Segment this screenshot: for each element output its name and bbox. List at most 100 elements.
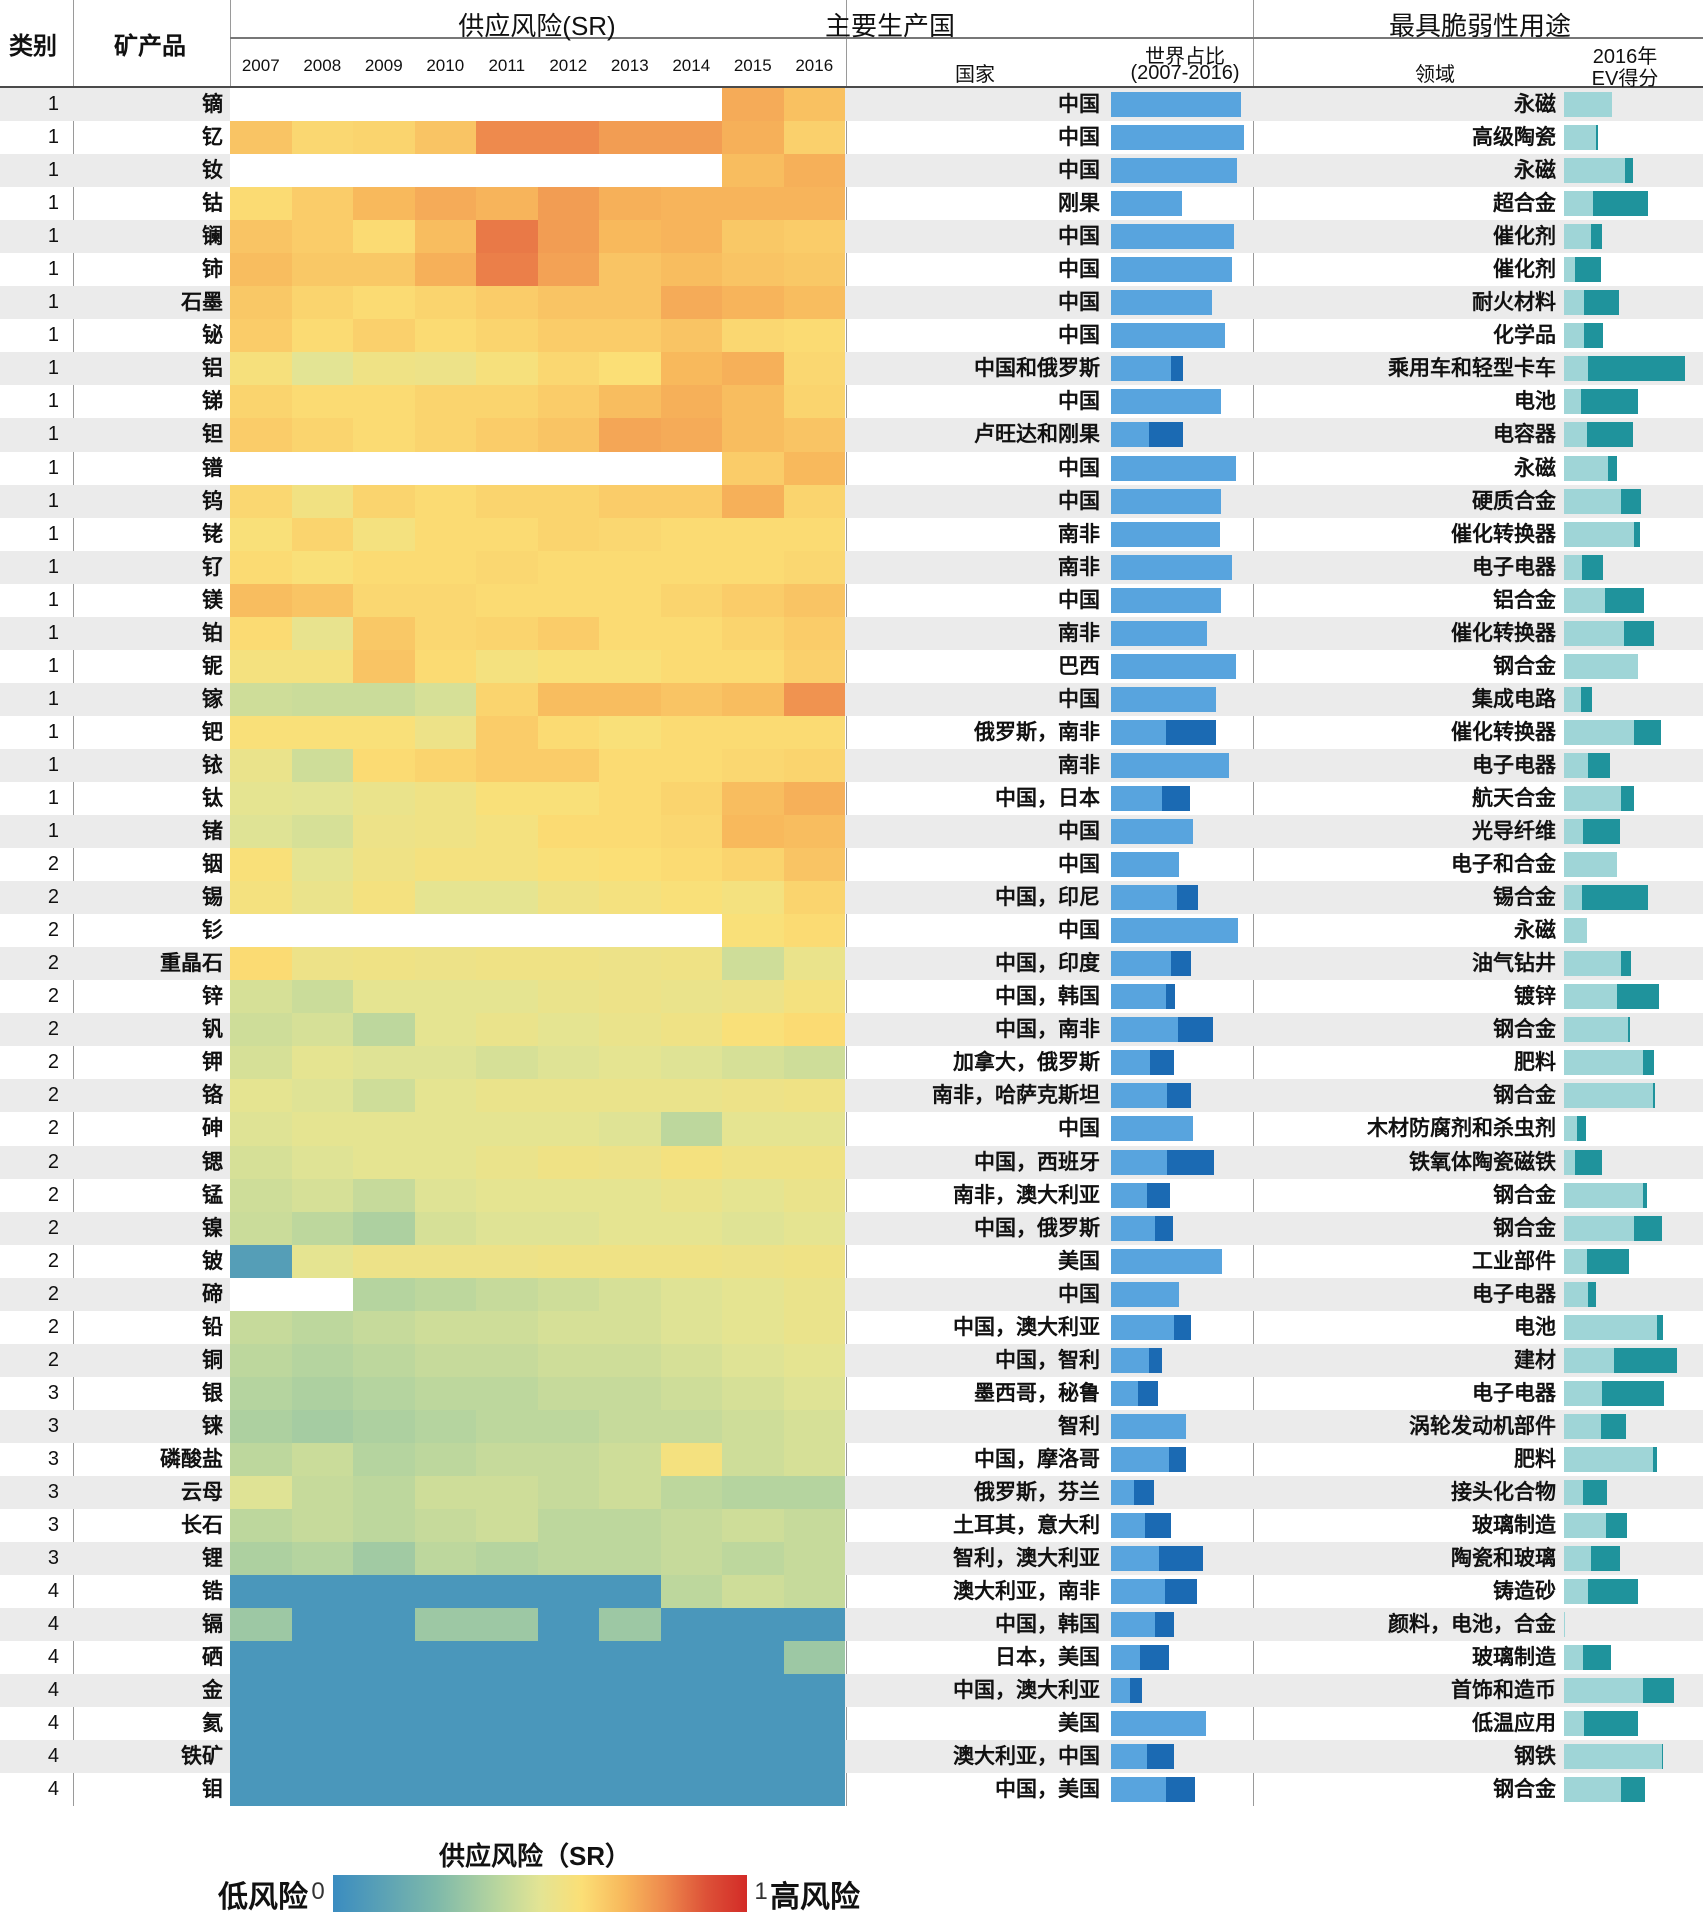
sr-heatmap [230, 352, 845, 386]
heatmap-cell [537, 1674, 599, 1708]
heatmap-cell [660, 1244, 722, 1278]
use-label: 化学品 [1493, 324, 1556, 348]
share-secondary-segment [1159, 1546, 1204, 1572]
heatmap-cell [353, 1475, 415, 1510]
ev-primary-segment [1564, 389, 1581, 415]
world-share-bar [1111, 224, 1235, 250]
heatmap-cell [722, 1211, 784, 1245]
mineral-label: 铂 [202, 621, 223, 645]
heatmap-cell [660, 1079, 722, 1113]
world-share-bar [1111, 1380, 1158, 1406]
heatmap-cell [414, 286, 476, 320]
heatmap-cell [414, 1310, 476, 1344]
ev-secondary-segment [1652, 1446, 1657, 1472]
heatmap-cell [722, 121, 784, 155]
mineral-label: 铑 [202, 522, 223, 546]
heatmap-cell [537, 947, 599, 981]
ev-secondary-segment [1593, 191, 1648, 217]
country-label: 中国 [1058, 853, 1100, 877]
use-label: 硬质合金 [1472, 489, 1556, 513]
sr-heatmap [230, 815, 845, 849]
heatmap-cell [537, 649, 599, 683]
heatmap-cell [414, 1112, 476, 1146]
year-tick: 2011 [488, 56, 526, 75]
world-share-bar [1111, 852, 1180, 878]
table-row: 1 钕 中国 永磁 [0, 154, 1703, 188]
mineral-label: 铅 [202, 1315, 223, 1339]
heatmap-cell [476, 451, 538, 485]
heatmap-cell [660, 1013, 722, 1047]
country-label: 南非，澳大利亚 [953, 1183, 1100, 1207]
table-row: 2 铜 中国，智利 建材 [0, 1343, 1703, 1377]
country-label: 中国，澳大利亚 [953, 1315, 1100, 1339]
ev-secondary-segment [1602, 1380, 1665, 1406]
legend-max-value: 1 [754, 1878, 768, 1905]
heatmap-cell [353, 1542, 415, 1576]
share-primary-segment [1111, 1479, 1134, 1505]
heatmap-cell [783, 1013, 845, 1047]
use-label: 钢合金 [1493, 1216, 1556, 1240]
heatmap-cell [537, 418, 599, 452]
ev-score-bar [1564, 224, 1603, 250]
heatmap-cell [722, 220, 784, 254]
heatmap-cell [722, 1178, 784, 1212]
ev-score-bar [1564, 653, 1638, 679]
heatmap-cell [353, 517, 415, 551]
share-secondary-segment [1129, 1678, 1142, 1704]
table-row: 3 锂 智利，澳大利亚 陶瓷和玻璃 [0, 1542, 1703, 1576]
column-header-mineral: 矿产品 [114, 33, 186, 60]
heatmap-cell [722, 1277, 784, 1311]
heatmap-cell [476, 1079, 538, 1113]
heatmap-cell [783, 451, 845, 485]
heatmap-cell [230, 1079, 292, 1113]
heatmap-cell [353, 451, 415, 485]
heatmap-cell [783, 616, 845, 650]
heatmap-cell [660, 583, 722, 617]
heatmap-cell [722, 715, 784, 749]
world-share-bar [1111, 984, 1176, 1010]
year-axis: 2007 2008 2009 2010 2011 2012 2013 2014 2015 2016 [230, 56, 845, 76]
heatmap-cell [353, 980, 415, 1014]
country-label: 俄罗斯，南非 [974, 720, 1100, 744]
share-primary-segment [1111, 1446, 1169, 1472]
heatmap-cell [353, 848, 415, 882]
heatmap-cell [476, 154, 538, 188]
heatmap-cell [722, 1343, 784, 1377]
table-row: 1 铂 南非 催化转换器 [0, 616, 1703, 650]
share-secondary-segment [1147, 1182, 1170, 1208]
ev-secondary-segment [1624, 158, 1633, 184]
heatmap-cell [660, 914, 722, 948]
world-share-bar [1111, 356, 1184, 382]
share-secondary-segment [1137, 1380, 1158, 1406]
table-row: 2 锶 中国，西班牙 铁氧体陶瓷磁铁 [0, 1145, 1703, 1179]
heatmap-cell [476, 616, 538, 650]
heatmap-cell [722, 649, 784, 683]
heatmap-cell [414, 1542, 476, 1576]
mineral-label: 镁 [202, 588, 223, 612]
heatmap-cell [599, 1310, 661, 1344]
heatmap-cell [660, 1310, 722, 1344]
category-cell: 1 [47, 159, 59, 182]
use-label: 低温应用 [1472, 1712, 1556, 1736]
heatmap-cell [722, 517, 784, 551]
heatmap-cell [660, 352, 722, 386]
use-label: 永磁 [1514, 159, 1556, 183]
heatmap-cell [230, 253, 292, 287]
heatmap-cell [537, 616, 599, 650]
heatmap-cell [722, 253, 784, 287]
world-share-bar [1111, 488, 1221, 514]
heatmap-cell [783, 815, 845, 849]
heatmap-cell [291, 1707, 353, 1741]
ev-score-bar [1564, 1678, 1675, 1704]
heatmap-cell [599, 947, 661, 981]
heatmap-cell [414, 1641, 476, 1675]
heatmap-cell [353, 1674, 415, 1708]
heatmap-cell [537, 1409, 599, 1443]
heatmap-cell [230, 88, 292, 122]
heatmap-cell [476, 1277, 538, 1311]
heatmap-cell [537, 682, 599, 716]
use-label: 肥料 [1514, 1447, 1556, 1471]
heatmap-cell [414, 1343, 476, 1377]
category-cell: 1 [47, 489, 59, 512]
heatmap-cell [599, 1442, 661, 1476]
